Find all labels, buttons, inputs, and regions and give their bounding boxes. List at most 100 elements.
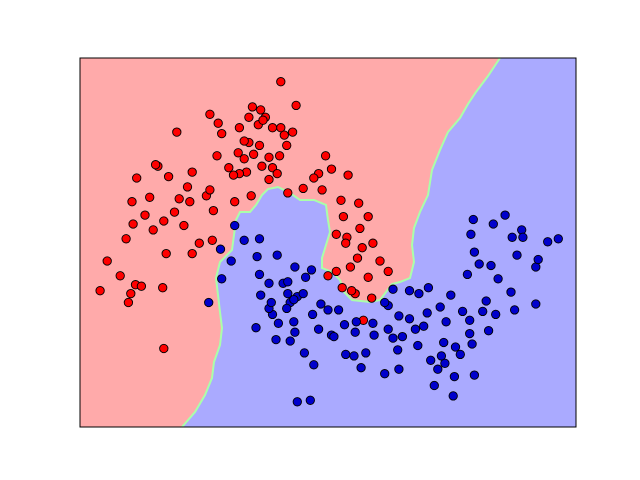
data-point-class-0 xyxy=(346,286,357,296)
data-point-class-0 xyxy=(248,149,259,159)
data-point-class-0 xyxy=(287,127,298,137)
data-point-class-1 xyxy=(429,380,439,391)
data-point-class-1 xyxy=(436,351,447,361)
data-point-class-0 xyxy=(169,207,180,217)
data-point-class-0 xyxy=(233,148,243,158)
data-point-class-0 xyxy=(320,151,331,161)
data-point-class-1 xyxy=(369,330,379,340)
data-point-class-0 xyxy=(123,297,134,308)
data-point-class-1 xyxy=(486,260,496,271)
data-point-class-1 xyxy=(356,363,366,373)
data-point-class-1 xyxy=(266,297,276,308)
data-point-class-1 xyxy=(426,355,436,365)
data-point-class-0 xyxy=(228,170,239,180)
data-point-class-1 xyxy=(553,234,563,244)
data-point-class-1 xyxy=(388,284,398,294)
data-point-class-1 xyxy=(448,391,458,401)
data-point-class-0 xyxy=(368,238,378,248)
data-point-class-1 xyxy=(285,336,295,346)
data-point-class-1 xyxy=(404,314,415,324)
data-point-class-0 xyxy=(217,128,227,139)
data-point-class-0 xyxy=(298,183,308,194)
boundary-line xyxy=(181,57,501,428)
data-point-class-1 xyxy=(388,333,398,343)
data-point-class-0 xyxy=(187,167,197,177)
data-point-class-1 xyxy=(380,297,390,308)
data-point-class-1 xyxy=(410,324,421,334)
data-point-class-1 xyxy=(440,358,450,368)
data-point-class-1 xyxy=(531,299,541,309)
data-point-class-1 xyxy=(457,306,468,317)
data-point-class-1 xyxy=(435,302,445,312)
data-point-class-1 xyxy=(383,324,393,334)
data-point-class-1 xyxy=(307,309,318,320)
data-point-class-0 xyxy=(161,248,171,259)
data-point-class-1 xyxy=(397,331,408,342)
data-point-class-0 xyxy=(336,195,346,205)
data-point-class-0 xyxy=(185,197,195,207)
data-point-class-1 xyxy=(329,331,339,342)
data-point-class-0 xyxy=(343,170,353,180)
data-point-class-1 xyxy=(419,321,429,331)
data-point-class-1 xyxy=(254,234,265,244)
data-point-class-1 xyxy=(478,306,488,317)
data-point-class-1 xyxy=(333,305,344,315)
data-point-class-0 xyxy=(317,185,327,195)
data-point-class-0 xyxy=(158,283,168,293)
data-point-class-1 xyxy=(465,315,475,325)
data-point-class-0 xyxy=(341,238,351,248)
data-point-class-1 xyxy=(283,277,293,287)
data-point-class-1 xyxy=(423,283,434,293)
data-point-class-0 xyxy=(159,216,169,226)
data-point-class-0 xyxy=(132,173,142,183)
data-point-class-0 xyxy=(148,225,158,235)
data-point-class-0 xyxy=(323,271,333,281)
data-point-class-1 xyxy=(462,269,473,280)
data-point-class-1 xyxy=(292,397,302,407)
data-point-class-1 xyxy=(483,326,494,336)
data-point-class-1 xyxy=(254,269,265,280)
data-point-class-0 xyxy=(174,194,184,204)
data-point-class-1 xyxy=(341,349,351,360)
data-point-class-0 xyxy=(375,256,385,266)
data-point-class-0 xyxy=(239,154,249,164)
data-point-class-1 xyxy=(404,286,415,296)
data-point-class-1 xyxy=(306,265,317,275)
data-point-class-1 xyxy=(491,309,501,320)
data-point-class-0 xyxy=(208,205,219,216)
data-point-class-1 xyxy=(290,262,300,272)
data-point-class-0 xyxy=(276,77,286,87)
data-point-class-1 xyxy=(282,303,292,314)
data-point-class-1 xyxy=(339,320,350,330)
data-point-class-1 xyxy=(474,259,484,269)
data-point-class-1 xyxy=(271,334,281,345)
data-point-class-1 xyxy=(298,288,308,299)
data-point-class-0 xyxy=(121,234,131,244)
data-point-class-0 xyxy=(256,105,266,115)
data-point-class-1 xyxy=(273,318,284,328)
data-point-class-1 xyxy=(450,342,461,352)
data-point-class-1 xyxy=(413,340,423,351)
data-point-class-0 xyxy=(279,130,289,140)
data-point-class-0 xyxy=(244,112,254,122)
data-point-class-1 xyxy=(252,251,262,262)
data-point-class-0 xyxy=(187,248,197,259)
data-point-class-1 xyxy=(439,337,449,348)
data-point-class-1 xyxy=(289,294,299,305)
data-point-class-0 xyxy=(159,343,169,354)
data-point-class-1 xyxy=(433,364,443,374)
data-point-class-1 xyxy=(533,254,543,265)
data-point-class-0 xyxy=(354,198,364,208)
data-point-class-0 xyxy=(291,100,301,111)
data-point-class-1 xyxy=(380,369,390,379)
data-point-class-1 xyxy=(481,296,491,306)
data-point-class-0 xyxy=(257,161,267,171)
plot-frame xyxy=(79,57,577,428)
data-point-class-1 xyxy=(512,250,522,260)
data-point-class-0 xyxy=(337,283,347,293)
data-point-class-1 xyxy=(468,214,478,225)
data-point-class-1 xyxy=(256,290,266,300)
data-point-class-1 xyxy=(300,272,311,282)
data-point-class-0 xyxy=(309,173,319,183)
